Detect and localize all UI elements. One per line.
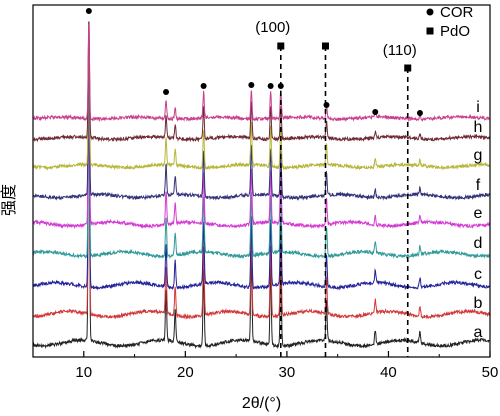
reference-lines: (100) (110) (255, 19, 417, 357)
cor-peak-marker (163, 89, 170, 95)
axes (32, 4, 491, 358)
series-label-a: a (474, 324, 483, 341)
series-label-b: b (474, 295, 483, 312)
cor-peak-marker (277, 83, 284, 89)
series-label-h: h (474, 119, 483, 136)
series-label-d: d (474, 235, 483, 252)
x-ticks: 10 20 30 40 50 (32, 351, 499, 381)
legend-square-icon (426, 27, 434, 35)
pdo-peak-marker (277, 42, 285, 50)
series-lines (32, 21, 491, 350)
cor-peak-marker (85, 8, 92, 14)
legend-label: COR (440, 4, 474, 21)
cor-peak-marker (372, 109, 379, 115)
phase-markers (85, 8, 423, 116)
x-tick-label: 40 (380, 364, 397, 381)
series-line-a (32, 61, 491, 350)
series-line-f (32, 32, 491, 201)
series-label-c: c (474, 266, 482, 283)
x-tick-label: 10 (75, 364, 92, 381)
cor-peak-marker (416, 110, 423, 116)
series-label-g: g (474, 147, 483, 164)
x-axis-label: 2θ/(°) (242, 395, 281, 412)
pdo-peak-marker (404, 64, 412, 72)
x-tick-label: 20 (177, 364, 194, 381)
series-label-f: f (476, 177, 481, 194)
y-axis-label: 强度 (0, 184, 18, 216)
legend-circle-icon (426, 8, 434, 16)
cor-peak-marker (323, 102, 330, 108)
pdo-peak-marker (321, 42, 329, 50)
legend: COR PdO (426, 4, 474, 40)
series-line-i (32, 23, 491, 123)
cor-peak-marker (200, 83, 207, 89)
series-line-h (32, 21, 491, 143)
x-tick-label: 50 (482, 364, 499, 381)
plot-frame (32, 4, 491, 358)
cor-peak-marker (267, 83, 274, 89)
miller-index-label: (110) (383, 42, 417, 59)
series-label-i: i (476, 99, 480, 116)
series-label-e: e (474, 205, 483, 222)
series-line-c (32, 55, 491, 291)
miller-index-label: (100) (255, 19, 290, 36)
cor-peak-marker (248, 82, 255, 88)
series-line-d (32, 47, 491, 259)
x-tick-label: 30 (279, 364, 296, 381)
series-line-g (32, 24, 491, 171)
legend-label: PdO (440, 23, 470, 40)
series-line-b (32, 59, 491, 320)
series-line-e (32, 37, 491, 230)
